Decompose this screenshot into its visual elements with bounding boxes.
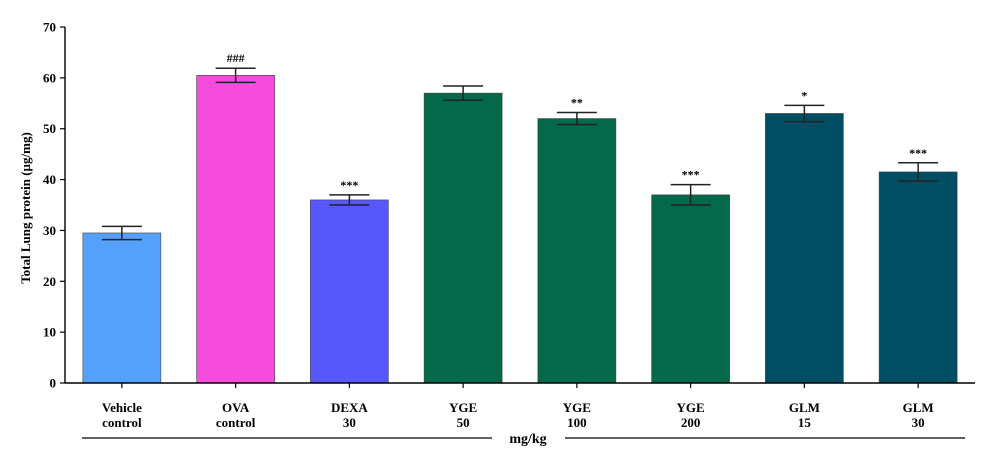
y-tick-label: 40: [43, 172, 56, 187]
y-tick-label: 30: [43, 223, 56, 238]
x-tick-label: control: [216, 415, 256, 430]
bar: [310, 199, 389, 384]
significance-label: ***: [909, 146, 927, 160]
y-tick-label: 50: [43, 121, 56, 136]
y-tick-label: 60: [43, 70, 56, 85]
x-tick-label: 15: [798, 415, 812, 430]
significance-label: ***: [340, 178, 358, 192]
x-tick-label: OVA: [222, 400, 250, 415]
x-tick-label: 50: [457, 415, 470, 430]
y-tick-label: 70: [43, 20, 56, 35]
y-tick-label: 10: [43, 325, 56, 340]
significance-label: *: [801, 88, 807, 102]
x-tick-label: YGE: [677, 400, 705, 415]
bar: [196, 75, 275, 384]
significance-label: **: [571, 95, 583, 109]
bar: [878, 171, 958, 384]
x-tick-label: Vehicle: [102, 400, 142, 415]
x-tick-label: 30: [912, 415, 925, 430]
bar: [651, 194, 730, 384]
y-axis: 0 10 20 30 40 50 60 70: [43, 20, 66, 391]
x-tick-label: YGE: [563, 400, 591, 415]
x-tick-label: GLM: [789, 400, 820, 415]
x-tick-label: 100: [567, 415, 587, 430]
bar: [537, 118, 617, 384]
bar: [423, 92, 503, 384]
x-tick-label: DEXA: [331, 400, 368, 415]
bar: [82, 232, 162, 384]
y-tick-label: 20: [43, 274, 56, 289]
bars: ###************: [82, 51, 958, 384]
x-axis: VehiclecontrolOVAcontrolDEXA30YGE50YGE10…: [65, 382, 975, 430]
significance-label: ***: [682, 168, 700, 182]
x-axis-label: mg/kg: [509, 432, 546, 447]
significance-label: ###: [227, 51, 245, 65]
bar: [765, 113, 844, 384]
x-tick-label: GLM: [903, 400, 934, 415]
x-tick-label: 200: [681, 415, 701, 430]
x-tick-label: YGE: [449, 400, 477, 415]
x-tick-label: 30: [343, 415, 356, 430]
y-tick-label: 0: [50, 376, 57, 391]
x-tick-label: control: [102, 415, 142, 430]
y-axis-label: Total Lung protein (µg/mg): [18, 132, 33, 284]
